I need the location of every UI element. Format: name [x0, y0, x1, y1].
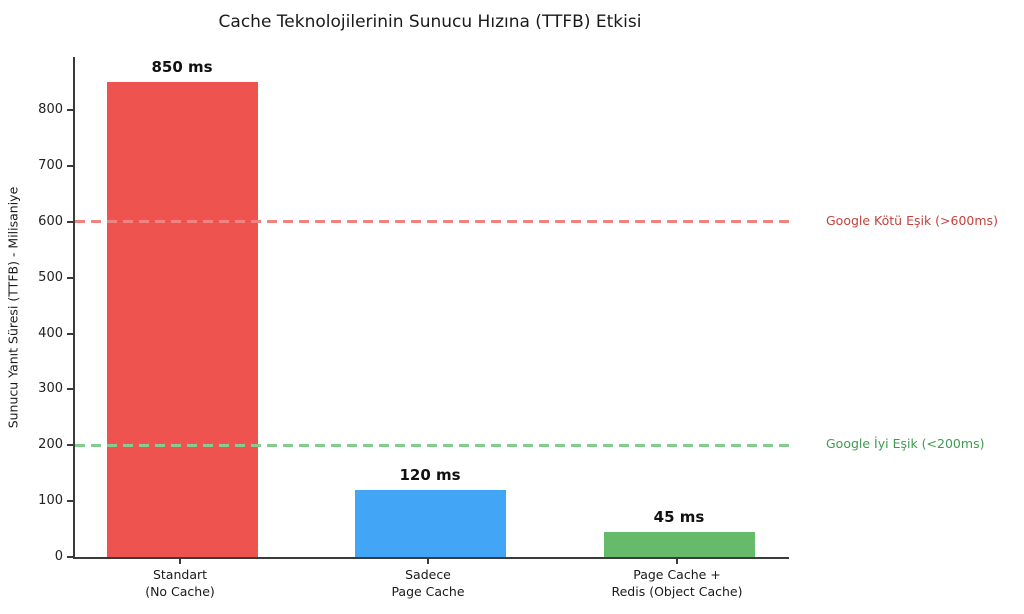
y-tick-mark [67, 388, 73, 391]
bar [603, 531, 755, 557]
y-tick-mark [67, 220, 73, 223]
y-tick-label: 300 [38, 381, 63, 397]
bar-value-label: 45 ms [653, 507, 705, 526]
y-tick-mark [67, 276, 73, 279]
y-tick-label: 200 [38, 437, 63, 453]
x-tick-label: Standart (No Cache) [70, 567, 290, 601]
threshold-line [75, 220, 789, 224]
y-tick-mark [67, 444, 73, 447]
x-tick-mark [676, 559, 678, 564]
y-tick-label: 100 [38, 493, 63, 509]
y-tick-mark [67, 500, 73, 503]
y-tick-label: 500 [38, 269, 63, 285]
x-tick-label-line: Page Cache + [633, 567, 721, 582]
x-tick-label-line: Redis (Object Cache) [611, 583, 743, 599]
x-tick-mark [427, 559, 429, 564]
bar [106, 82, 258, 557]
x-tick-label: Page Cache + Redis (Object Cache) [567, 567, 787, 601]
threshold-line [75, 443, 789, 447]
y-tick-label: 0 [54, 549, 63, 564]
x-tick-label-line: (No Cache) [145, 583, 215, 599]
x-tick-label-line: Sadece [405, 567, 451, 582]
x-tick-label: Sadece Page Cache [318, 567, 538, 601]
bar [354, 489, 506, 557]
threshold-label: Google İyi Eşik (<200ms) [826, 436, 985, 452]
y-tick-mark [67, 332, 73, 335]
y-tick-mark [67, 164, 73, 167]
y-tick-label: 800 [38, 102, 63, 118]
plot-area: 0 100 200 300 400 500 600 700 800 850 ms 120 ms 45 … [38, 57, 789, 564]
y-tick-mark [67, 556, 73, 558]
chart-title: Cache Teknolojilerinin Sunucu Hızına (TT… [218, 12, 642, 32]
x-tick-mark [179, 559, 181, 564]
bar-value-label: 850 ms [151, 58, 213, 77]
y-axis-label: Sunucu Yanıt Süresi (TTFB) - Milisaniye [5, 186, 21, 429]
y-tick-label: 700 [38, 157, 63, 173]
y-tick-mark [67, 109, 73, 112]
y-tick-label: 400 [38, 325, 63, 341]
y-tick-label: 600 [38, 213, 63, 229]
x-tick-label-line: Page Cache [391, 583, 465, 599]
threshold-label: Google Kötü Eşik (>600ms) [826, 212, 998, 228]
x-tick-label-line: Standart [152, 567, 208, 582]
bar-value-label: 120 ms [399, 465, 461, 484]
